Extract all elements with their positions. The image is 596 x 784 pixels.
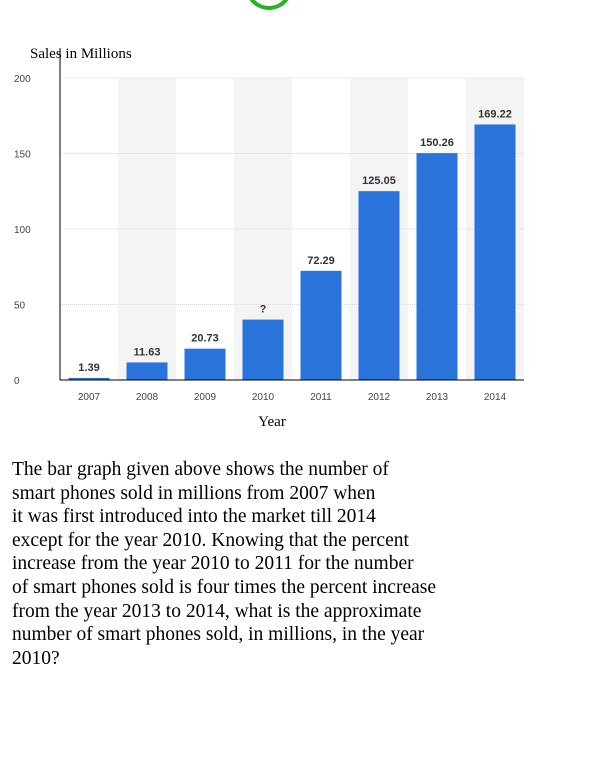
- y-tick-100: 100: [14, 225, 31, 236]
- data-label-2007: 1.39: [78, 362, 99, 374]
- x-tick-2013: 2013: [426, 392, 449, 403]
- question-line: 2010?: [12, 647, 60, 669]
- data-label-2011: 72.29: [307, 255, 335, 267]
- bar-2011: [300, 270, 342, 380]
- x-tick-labels: 2007 2008 2009 2010 2011 2012 2013 2014: [78, 392, 507, 403]
- bar-2009: [184, 348, 226, 380]
- bar-2008: [126, 362, 168, 380]
- question-line: from the year 2013 to 2014, what is the …: [12, 600, 422, 622]
- y-tick-0: 0: [14, 376, 20, 387]
- data-label-2014: 169.22: [478, 108, 512, 120]
- question-line: The bar graph given above shows the numb…: [12, 459, 389, 480]
- x-tick-2012: 2012: [368, 392, 391, 403]
- bar-2007: [68, 377, 110, 380]
- bar-2013: [416, 153, 458, 380]
- x-axis-label: Year: [258, 414, 286, 430]
- x-tick-2007: 2007: [78, 392, 101, 403]
- chart-bars: [68, 124, 516, 380]
- question-line: smart phones sold in millions from 2007 …: [12, 482, 376, 504]
- data-label-2012: 125.05: [362, 175, 396, 187]
- question-line: except for the year 2010. Knowing that t…: [12, 529, 409, 551]
- question-text: The bar graph given above shows the numb…: [12, 458, 572, 670]
- x-tick-2014: 2014: [484, 392, 507, 403]
- y-tick-labels: 0 50 100 150 200: [14, 74, 31, 387]
- x-tick-2011: 2011: [310, 392, 332, 403]
- bar-2010: [242, 319, 284, 380]
- question-line: number of smart phones sold, in millions…: [12, 624, 425, 646]
- data-label-2009: 20.73: [191, 333, 219, 345]
- x-tick-2010: 2010: [252, 392, 275, 403]
- y-tick-150: 150: [14, 150, 31, 161]
- data-label-2013: 150.26: [420, 137, 454, 149]
- data-label-2008: 11.63: [134, 346, 161, 358]
- x-tick-2009: 2009: [194, 392, 217, 403]
- data-labels: 1.39 11.63 20.73? 72.29 125.05 150.26 169.22: [78, 108, 512, 373]
- question-line: it was first introduced into the market …: [12, 506, 376, 528]
- x-tick-2008: 2008: [136, 392, 159, 403]
- data-label-2010: ?: [260, 304, 267, 316]
- question-line: increase from the year 2010 to 2011 for …: [12, 553, 414, 575]
- y-axis-label: Sales in Millions: [30, 46, 132, 62]
- bar-2014: [474, 124, 516, 380]
- bar-chart: Sales in Millions 0 50 100 150 200 1.39 11.63…: [14, 46, 524, 430]
- y-tick-200: 200: [14, 74, 31, 85]
- bar-2012: [358, 191, 400, 380]
- question-line: of smart phones sold is four times the p…: [12, 576, 437, 598]
- y-tick-50: 50: [14, 301, 26, 312]
